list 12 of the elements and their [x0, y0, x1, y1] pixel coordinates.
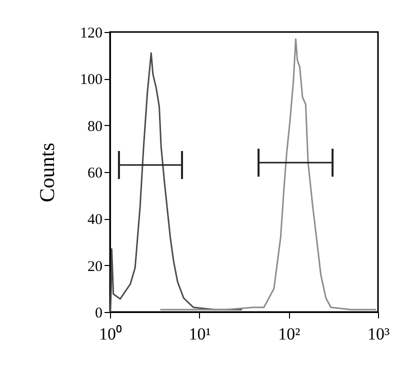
y-tick-label: 40	[88, 212, 102, 228]
y-tick-label: 120	[80, 26, 102, 42]
y-tick-label: 20	[88, 258, 102, 275]
y-axis-title: Counts	[35, 142, 59, 202]
x-tick-label: 10²	[278, 324, 300, 344]
y-tick-label: 100	[80, 72, 102, 88]
y-tick-label: 0	[95, 306, 102, 322]
x-tick-label: 10¹	[188, 324, 211, 344]
x-tick-label: 10⁰	[99, 324, 122, 344]
x-tick-label: 10³	[367, 324, 390, 344]
y-tick-label: 60	[88, 166, 102, 182]
y-tick-label: 80	[88, 118, 102, 135]
